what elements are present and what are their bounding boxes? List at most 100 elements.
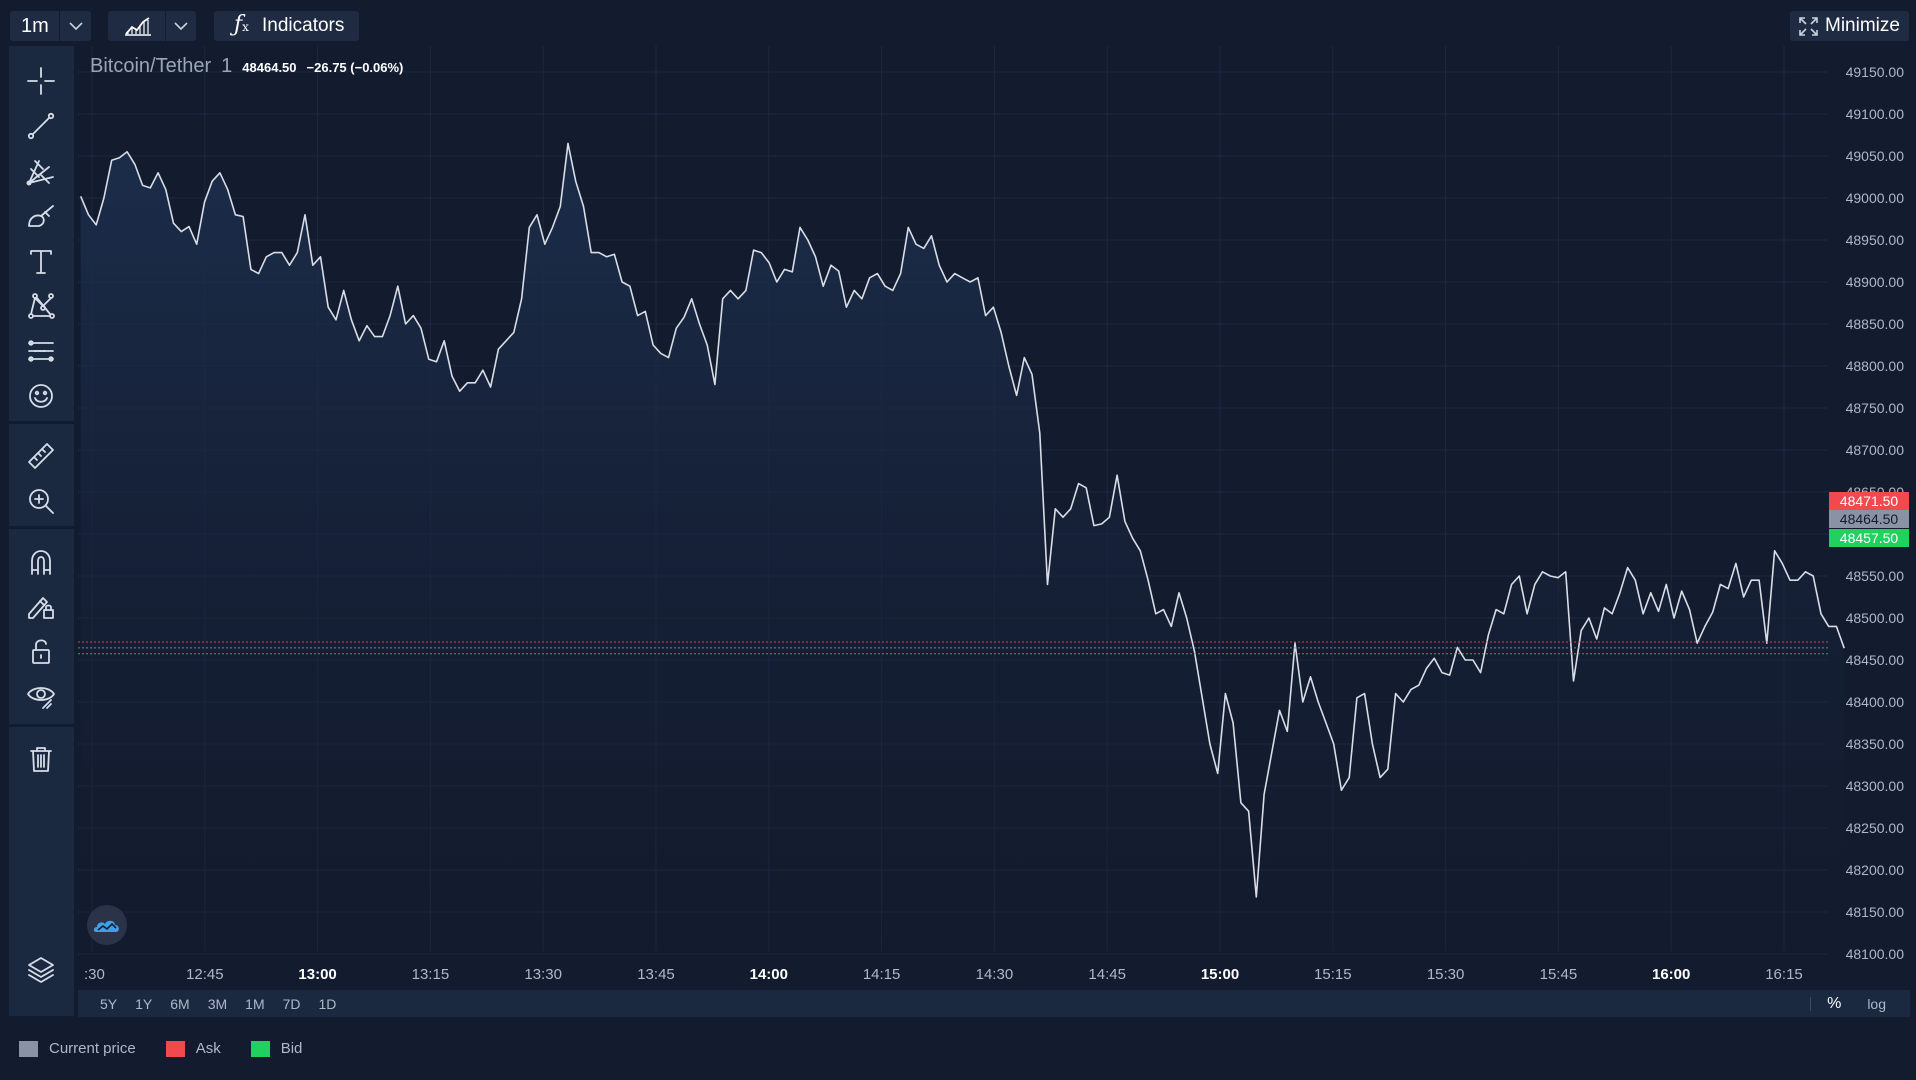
bid-price-badge: [1829, 529, 1909, 547]
indicators-button[interactable]: ƒx Indicators: [214, 11, 359, 41]
chevron-down-icon[interactable]: [61, 11, 91, 41]
ask-price-badge: [1829, 492, 1909, 510]
cloud-logo-icon: [93, 920, 119, 932]
log-scale-button[interactable]: log: [1867, 995, 1886, 1012]
fib-icon[interactable]: [21, 151, 61, 191]
range-1y[interactable]: 1Y: [135, 995, 153, 1012]
x-tick-label: 12:45: [186, 966, 224, 983]
x-tick-label: 15:45: [1540, 966, 1578, 983]
x-tick-label: 14:00: [750, 966, 788, 983]
range-divider: [1810, 996, 1812, 1011]
y-tick-label: 48250.00: [1846, 820, 1905, 836]
y-tick-label: 48300.00: [1846, 778, 1905, 794]
indicators-label: Indicators: [262, 15, 345, 36]
layers-icon[interactable]: [21, 950, 61, 990]
interval-value: 1: [221, 55, 233, 77]
y-tick-label: 48950.00: [1846, 232, 1905, 248]
legend-item-bid: Bid: [250, 1040, 303, 1057]
y-tick-label: 48900.00: [1846, 274, 1905, 290]
chart-type-selector[interactable]: [108, 11, 196, 41]
trash-icon[interactable]: [21, 739, 61, 779]
y-tick-label: 49100.00: [1846, 106, 1905, 122]
top-bar: 1m ƒx Indicators Minimize: [0, 0, 1916, 48]
unlock-icon[interactable]: [21, 631, 61, 671]
price-chart[interactable]: 49150.00 49100.00 49050.00 49000.00 48950.00…: [78, 46, 1910, 990]
range-bar: 5Y 1Y 6M 3M 1M 7D 1D % log: [78, 990, 1910, 1017]
x-tick-label: 16:00: [1652, 966, 1690, 983]
chart-header: Bitcoin/Tether 1 48464.50 −26.75 (−0.06%…: [90, 55, 403, 78]
y-tick-label: 49150.00: [1846, 64, 1905, 80]
price-change: −26.75 (−0.06%): [306, 60, 404, 75]
legend-label: Ask: [195, 1040, 221, 1057]
bid-price-label: 48457.50: [1840, 530, 1899, 546]
range-6m[interactable]: 6M: [170, 995, 190, 1012]
x-tick-label: 14:15: [863, 966, 901, 983]
trend-line-icon[interactable]: [21, 106, 61, 146]
zoom-in-icon[interactable]: [21, 481, 61, 521]
interval-label: 1m: [21, 14, 49, 37]
current-price-badge: [1829, 510, 1909, 528]
minimize-icon: [1799, 17, 1818, 42]
function-icon: ƒx: [234, 12, 249, 37]
last-price: 48464.50: [242, 60, 297, 75]
y-tick-label: 48700.00: [1846, 442, 1905, 458]
ask-price-label: 48471.50: [1840, 493, 1899, 509]
range-3m[interactable]: 3M: [207, 995, 228, 1012]
x-tick-label: 14:45: [1088, 966, 1126, 983]
emoji-icon[interactable]: [21, 376, 61, 416]
x-tick-label: 15:15: [1314, 966, 1352, 983]
x-tick-label: 13:45: [637, 966, 675, 983]
range-5y[interactable]: 5Y: [100, 995, 118, 1012]
magnet-icon[interactable]: [21, 542, 61, 582]
legend-label: Bid: [280, 1040, 303, 1057]
y-tick-label: 48750.00: [1846, 400, 1905, 416]
current-price-label: 48464.50: [1840, 511, 1899, 527]
y-tick-label: 48200.00: [1846, 862, 1905, 878]
lock-drawing-icon[interactable]: [21, 586, 61, 626]
current-swatch: [19, 1040, 38, 1057]
area-chart-icon: [124, 14, 152, 44]
crosshair-icon[interactable]: [21, 61, 61, 101]
provider-logo[interactable]: [87, 905, 127, 945]
chevron-down-icon[interactable]: [166, 11, 196, 41]
y-tick-label: 49050.00: [1846, 148, 1905, 164]
x-tick-label: 16:15: [1765, 966, 1803, 983]
price-line: [79, 142, 1845, 898]
text-icon[interactable]: [21, 241, 61, 281]
x-tick-label: 15:30: [1427, 966, 1465, 983]
range-1d[interactable]: 1D: [318, 995, 337, 1012]
percent-scale-button[interactable]: %: [1827, 994, 1842, 1012]
minimize-button[interactable]: Minimize: [1790, 11, 1909, 41]
x-tick-label: 13:30: [524, 966, 562, 983]
interval-selector[interactable]: 1m: [10, 11, 91, 41]
legend-label: Current price: [49, 1040, 136, 1057]
legend-item-ask: Ask: [165, 1040, 221, 1057]
symbol-name: Bitcoin/Tether: [90, 55, 212, 77]
y-tick-label: 48350.00: [1846, 736, 1905, 752]
prediction-icon[interactable]: [21, 331, 61, 371]
range-1m[interactable]: 1M: [245, 995, 265, 1012]
price-area-fill: [80, 143, 1845, 951]
y-tick-label: 48150.00: [1846, 904, 1905, 920]
y-tick-label: 48450.00: [1846, 652, 1905, 668]
y-tick-label: 48550.00: [1846, 568, 1905, 584]
y-tick-label: 49000.00: [1846, 190, 1905, 206]
x-tick-label: :30: [84, 966, 105, 983]
ruler-icon[interactable]: [21, 436, 61, 476]
y-tick-label: 48800.00: [1846, 358, 1905, 374]
brush-icon[interactable]: [21, 196, 61, 236]
x-tick-label: 13:15: [412, 966, 450, 983]
pattern-icon[interactable]: [21, 286, 61, 326]
y-tick-label: 48500.00: [1846, 610, 1905, 626]
eye-icon[interactable]: [21, 676, 61, 716]
ask-swatch: [165, 1040, 185, 1057]
legend-item-current: Current price: [19, 1040, 136, 1057]
bid-swatch: [250, 1040, 270, 1057]
x-tick-label: 13:00: [298, 966, 336, 983]
y-tick-label: 48400.00: [1846, 694, 1905, 710]
chart-area[interactable]: 49150.00 49100.00 49050.00 49000.00 48950.00…: [78, 46, 1910, 990]
x-tick-label: 14:30: [976, 966, 1014, 983]
range-7d[interactable]: 7D: [282, 995, 301, 1012]
drawing-toolbar: [9, 46, 74, 1016]
y-tick-label: 48100.00: [1846, 946, 1905, 962]
